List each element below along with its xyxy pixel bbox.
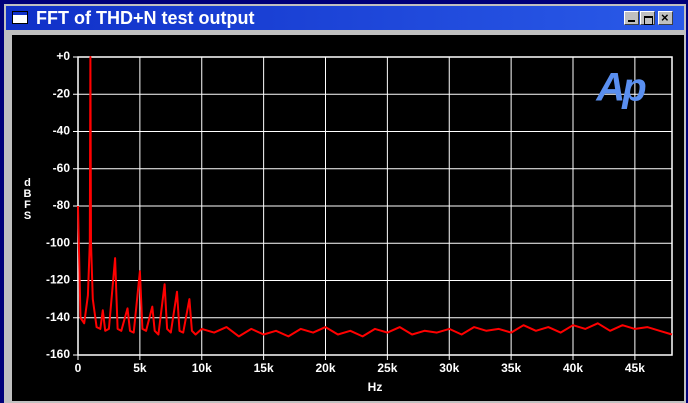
y-tick-label: -40 <box>53 124 71 138</box>
x-tick-label: 40k <box>563 361 583 375</box>
y-tick-label: -140 <box>46 310 70 324</box>
x-tick-label: 25k <box>377 361 397 375</box>
y-tick-label: -80 <box>53 198 71 212</box>
y-tick-label: -120 <box>46 273 70 287</box>
x-tick-label: 45k <box>625 361 645 375</box>
x-tick-label: 10k <box>192 361 212 375</box>
x-axis-label: Hz <box>368 380 383 394</box>
x-tick-label: 5k <box>133 361 147 375</box>
window-icon[interactable] <box>12 11 28 24</box>
window-title: FFT of THD+N test output <box>36 8 255 28</box>
logo: Ap <box>595 66 646 110</box>
title-bar: FFT of THD+N test output × <box>6 6 684 30</box>
spectrum-line <box>77 56 673 338</box>
y-tick-label: -160 <box>46 347 70 361</box>
y-tick-label: -20 <box>53 86 71 100</box>
y-tick-label: -100 <box>46 235 70 249</box>
close-button[interactable]: × <box>658 10 673 25</box>
y-tick-label: -60 <box>53 161 71 175</box>
x-tick-label: 35k <box>501 361 521 375</box>
x-tick-label: 20k <box>315 361 335 375</box>
minimize-button[interactable] <box>624 11 639 25</box>
x-tick-label: 30k <box>439 361 459 375</box>
x-tick-label: 0 <box>75 361 82 375</box>
x-tick-label: 15k <box>254 361 274 375</box>
y-tick-label: +0 <box>56 49 70 63</box>
y-axis-label: dBFS <box>23 177 32 222</box>
restore-button[interactable] <box>640 11 655 25</box>
